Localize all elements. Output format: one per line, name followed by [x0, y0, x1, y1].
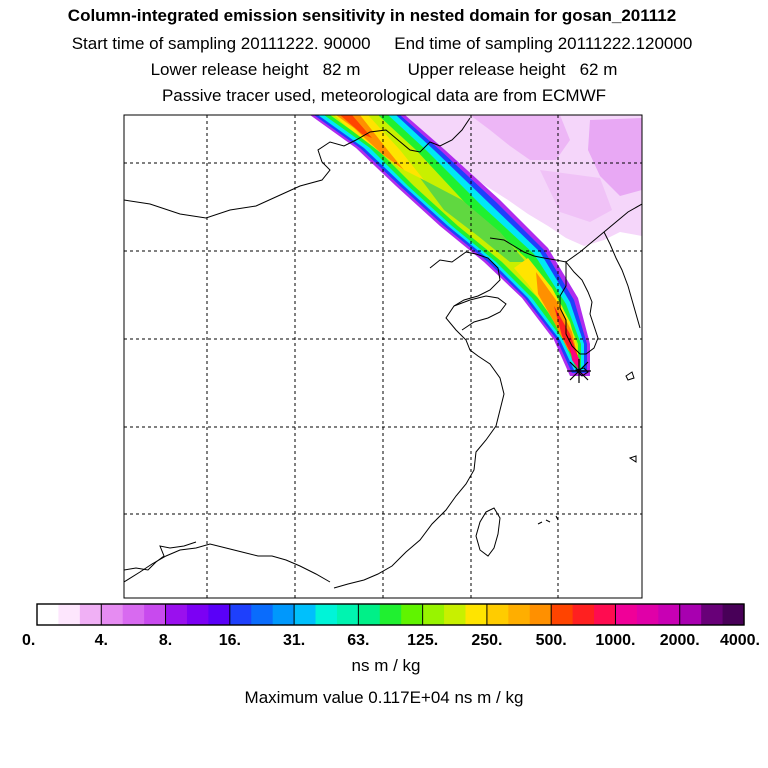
bohai-coast: [333, 251, 505, 589]
colorbar-cell: [358, 604, 381, 625]
colorbar-cell: [229, 604, 252, 625]
colorbar-cell: [486, 604, 509, 625]
plot-frame: [123, 114, 643, 599]
colorbar-cell: [165, 604, 188, 625]
colorbar-tick-label: 63.: [347, 632, 369, 649]
colorbar-cell: [401, 604, 424, 625]
mongolia-border: [124, 117, 471, 219]
chart-title: Column-integrated emission sensitivity i…: [67, 6, 677, 25]
colorbar-cell: [79, 604, 102, 625]
colorbar-cell: [594, 604, 617, 625]
plume-cloud-patch: [470, 115, 570, 160]
colorbar-tick-label: 500.: [536, 632, 567, 649]
plume-inner-green: [420, 178, 526, 262]
colorbar-cell: [272, 604, 295, 625]
colorbar-tick-label: 250.: [471, 632, 502, 649]
taiwan-island: [475, 507, 501, 557]
plume-band-red-upper: [340, 115, 372, 138]
colorbar: [36, 603, 745, 626]
colorbar-tick-label: 2000.: [660, 632, 700, 649]
plume-band-orange-upper: [336, 115, 404, 170]
colorbar-cell: [379, 604, 402, 625]
colorbar-cell: [208, 604, 231, 625]
china-korea-border: [489, 203, 642, 263]
receptor-marker-asterisk: [567, 359, 591, 383]
colorbar-cell: [636, 604, 659, 625]
japan-island-small-1: [625, 371, 635, 381]
sampling-time-line: Start time of sampling 20111222. 90000 E…: [71, 34, 693, 53]
colorbar-cell: [551, 604, 574, 625]
colorbar-cell: [572, 604, 595, 625]
colorbar-cell: [465, 604, 488, 625]
colorbar-cell: [58, 604, 81, 625]
colorbar-tick-label: 31.: [283, 632, 305, 649]
colorbar-tick-label: 1000.: [595, 632, 635, 649]
colorbar-cell: [658, 604, 681, 625]
korea-east-coast: [603, 231, 641, 329]
colorbar-tick-labels: 0. 4. 8. 16. 31. 63. 125. 250. 500. 1000. 2000. 400…: [22, 632, 760, 649]
colorbar-cell: [294, 604, 317, 625]
korea-peninsula: [559, 260, 599, 355]
colorbar-cell: [144, 604, 167, 625]
southwest-border: [124, 541, 197, 571]
colorbar-cell: [336, 604, 359, 625]
colorbar-cell: [315, 604, 338, 625]
colorbar-tick-label: 4.: [95, 632, 108, 649]
colorbar-tick-label: 4000.: [720, 632, 760, 649]
colorbar-tick-label: 8.: [159, 632, 172, 649]
japan-island-small-2: [628, 455, 637, 463]
plume-band-yellow-lower: [514, 258, 578, 366]
plume-band-magenta-core: [570, 344, 580, 370]
grid-layer: [124, 115, 642, 598]
colorbar-tick-label: 16.: [219, 632, 241, 649]
colorbar-cell: [722, 604, 745, 625]
colorbar-cell: [251, 604, 274, 625]
plume-cloud-patch-right: [588, 118, 642, 196]
coastline-layer: [124, 117, 642, 589]
colorbar-unit-label: ns m / kg: [351, 656, 421, 675]
ryukyu-islets: [537, 515, 559, 525]
shandong-coast: [453, 295, 507, 331]
maximum-value-text: Maximum value 0.117E+04 ns m / kg: [244, 688, 524, 707]
colorbar-cell: [679, 604, 702, 625]
release-height-line: Lower release height 82 m Upper release …: [150, 60, 618, 79]
colorbar-cell: [444, 604, 467, 625]
colorbar-cell: [529, 604, 552, 625]
plume-layer: [310, 115, 642, 376]
colorbar-cell: [615, 604, 638, 625]
colorbar-cell: [508, 604, 531, 625]
colorbar-cell: [37, 604, 60, 625]
colorbar-cell: [186, 604, 209, 625]
colorbar-cell: [422, 604, 445, 625]
colorbar-tick-label: 0.: [22, 632, 35, 649]
colorbar-cell: [101, 604, 124, 625]
tracer-info-line: Passive tracer used, meteorological data…: [161, 86, 607, 105]
colorbar-border: [36, 603, 745, 626]
colorbar-cell: [122, 604, 145, 625]
colorbar-tick-label: 125.: [407, 632, 438, 649]
colorbar-cell: [701, 604, 724, 625]
